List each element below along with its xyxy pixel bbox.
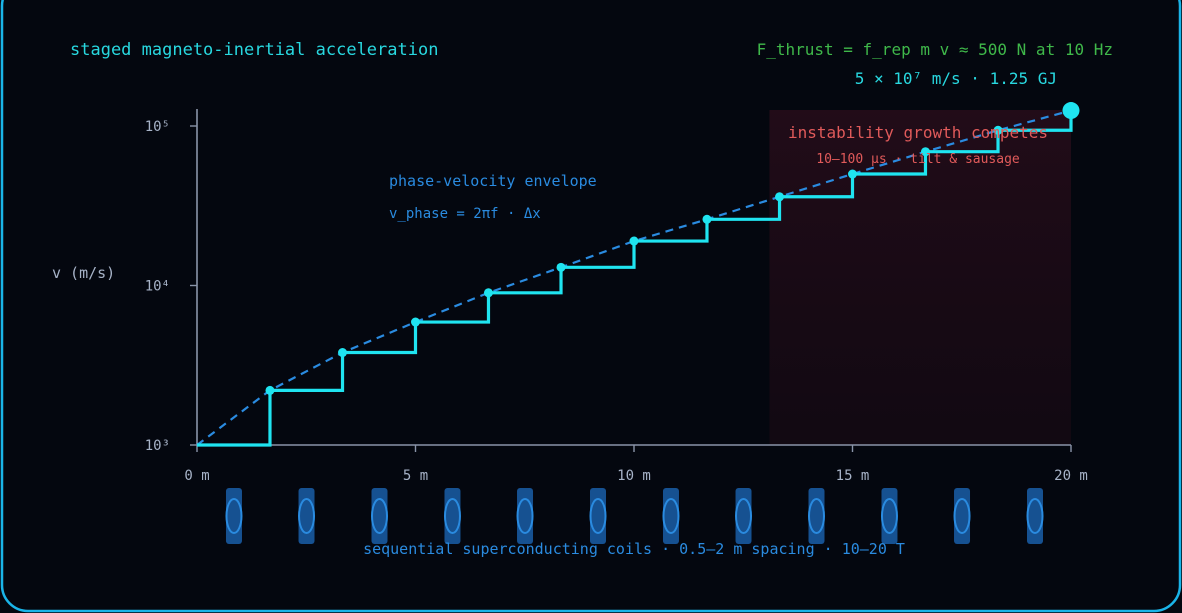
coil-ring xyxy=(225,498,243,534)
coil xyxy=(662,488,679,544)
stage-point xyxy=(411,317,420,327)
coil-ring xyxy=(808,498,825,534)
coil-ring xyxy=(1026,498,1044,534)
stage-point xyxy=(629,236,639,246)
coil xyxy=(444,488,461,544)
stage-point xyxy=(483,288,493,298)
coil-ring xyxy=(371,498,388,534)
coil xyxy=(735,488,752,544)
coil-ring xyxy=(516,498,534,534)
coil xyxy=(298,488,315,544)
coil-ring xyxy=(662,498,680,534)
coil xyxy=(1027,488,1043,544)
velocity-energy-summary: 5 × 10⁷ m/s · 1.25 GJ xyxy=(854,69,1057,88)
stage-point xyxy=(265,385,275,395)
coil-ring xyxy=(443,498,461,534)
coil xyxy=(954,488,971,544)
instability-timescale: 10–100 μs · tilt & sausage xyxy=(816,152,1020,167)
stage-point xyxy=(338,348,348,358)
coil-caption: sequential superconducting coils · 0.5–2… xyxy=(363,540,905,558)
coil xyxy=(517,488,534,544)
x-tick-label: 15 m xyxy=(836,468,870,484)
coil xyxy=(590,488,606,544)
y-tick-label: 10⁴ xyxy=(145,279,170,295)
stage-point xyxy=(556,262,566,272)
x-tick-label: 0 m xyxy=(184,468,209,484)
coil xyxy=(881,488,898,544)
chart-title: staged magneto-inertial acceleration xyxy=(70,40,439,60)
coil-ring xyxy=(298,498,316,534)
y-tick-label: 10³ xyxy=(145,438,170,454)
coil xyxy=(371,488,388,544)
y-axis-label: v (m/s) xyxy=(52,264,115,282)
x-tick-label: 5 m xyxy=(403,468,428,484)
stage-point xyxy=(775,192,785,202)
phase-velocity-formula: v_phase = 2πf · Δx xyxy=(389,206,541,222)
coil-ring xyxy=(735,498,753,534)
coil-ring xyxy=(953,498,971,534)
stage-point xyxy=(920,147,930,157)
stage-point xyxy=(993,125,1003,135)
thrust-formula: F_thrust = f_rep m v ≈ 500 N at 10 Hz xyxy=(756,40,1113,59)
stage-point xyxy=(702,214,712,224)
coil-ring xyxy=(880,498,898,534)
instability-region xyxy=(769,110,1071,445)
stage-point xyxy=(848,169,857,179)
envelope-annotation: phase-velocity envelope xyxy=(389,172,597,190)
coil-ring xyxy=(589,498,607,534)
y-tick-label: 10⁵ xyxy=(145,119,170,135)
coil xyxy=(808,488,825,544)
x-tick-label: 20 m xyxy=(1054,468,1088,484)
coil xyxy=(225,488,242,544)
instability-annotation: instability growth competes xyxy=(788,123,1048,142)
x-tick-label: 10 m xyxy=(617,468,651,484)
final-velocity-point xyxy=(1062,102,1080,120)
